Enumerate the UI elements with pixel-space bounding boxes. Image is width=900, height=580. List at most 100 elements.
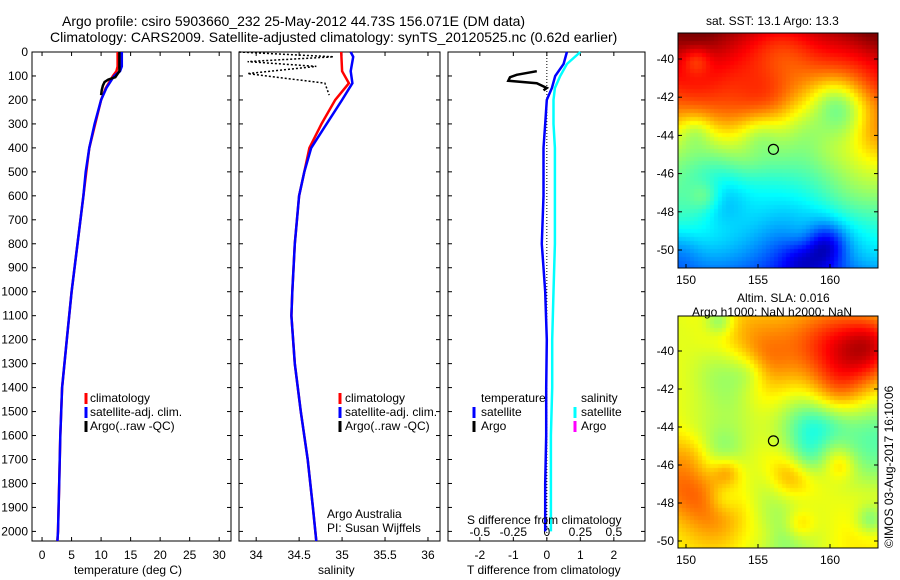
y-tick-label: 200 [8, 93, 28, 107]
y-tick-label: 100 [8, 69, 28, 83]
series-line-argo-raw-qc- [99, 52, 121, 96]
y-tick-label: 1500 [1, 405, 28, 419]
lat-tick-label: -48 [657, 205, 675, 219]
lat-tick-label: -44 [657, 128, 675, 142]
y-tick-label: 400 [8, 141, 28, 155]
series-line-satellite-adj-clim- [56, 52, 124, 542]
sla-map [678, 316, 878, 548]
x-tick-label: 15 [124, 548, 138, 562]
x-tick-label: 0 [543, 548, 550, 562]
y-tick-label: 600 [8, 189, 28, 203]
y-tick-label: 0 [21, 45, 28, 59]
y-tick-label: 1200 [1, 333, 28, 347]
s-diff-axis-label: S difference from climatology [467, 513, 622, 527]
sla-map-title1: Altim. SLA: 0.016 [737, 291, 830, 305]
x-tick-label: 5 [68, 548, 75, 562]
sla-map-title2: Argo h1000: NaN h2000: NaN [692, 305, 853, 319]
lat-tick-label: -50 [657, 243, 675, 257]
lon-tick-label: 155 [748, 273, 768, 287]
x-tick-label: 34.5 [287, 548, 311, 562]
plot-frame [31, 51, 232, 542]
x-tick-label: 36 [421, 548, 435, 562]
figure-title-line1: Argo profile: csiro 5903660_232 25-May-2… [62, 13, 526, 29]
s-diff-tick-label: -0.5 [469, 525, 490, 539]
sst-map-title: sat. SST: 13.1 Argo: 13.3 [706, 14, 839, 28]
s-diff-tick-label: 0.25 [569, 525, 593, 539]
y-tick-label: 300 [8, 117, 28, 131]
x-tick-label: 2 [610, 548, 617, 562]
credit-line2: PI: Susan Wijffels [327, 521, 421, 535]
y-tick-label: 2000 [1, 524, 28, 538]
x-axis-label-temperature: temperature (deg C) [74, 563, 183, 577]
legend-argo: Argo(..raw -QC) [345, 419, 430, 433]
profile-location-marker [767, 435, 780, 447]
panel-1: 0100200300400500600700800900100011001200… [1, 45, 232, 562]
lat-tick-label: -46 [657, 458, 675, 472]
legend-satellite: satellite-adj. clim. [90, 405, 183, 419]
y-tick-label: 900 [8, 261, 28, 275]
lat-tick-label: -40 [657, 344, 675, 358]
x-axis-label-t-diff: T difference from climatology [467, 563, 621, 577]
x-tick-label: 20 [153, 548, 167, 562]
sst-map-axes: -40 -42 -44 -46 -48 -50 150 155 160 [657, 32, 879, 287]
copyright-stamp: ©IMOS 03-Aug-2017 16:10:06 [882, 385, 896, 548]
y-tick-label: 1300 [1, 357, 28, 371]
diff-legend-s-satellite: satellite [581, 405, 622, 419]
map-frame [677, 32, 879, 269]
lon-tick-label: 150 [676, 273, 696, 287]
legend-argo: Argo(..raw -QC) [90, 419, 175, 433]
legend-climatology: climatology [345, 391, 406, 405]
x-tick-label: 10 [94, 548, 108, 562]
series-line-t-argo [506, 69, 550, 92]
x-tick-label: -1 [508, 548, 519, 562]
figure-title-line2: Climatology: CARS2009. Satellite-adjuste… [50, 29, 618, 45]
y-tick-label: 1600 [1, 429, 28, 443]
lat-tick-label: -48 [657, 496, 675, 510]
x-tick-label: 35 [335, 548, 349, 562]
s-diff-tick-label: 0.5 [605, 525, 622, 539]
y-tick-label: 700 [8, 213, 28, 227]
y-tick-label: 1000 [1, 285, 28, 299]
x-tick-label: 30 [213, 548, 227, 562]
y-tick-label: 1100 [2, 309, 28, 323]
y-tick-label: 800 [8, 237, 28, 251]
y-tick-label: 500 [8, 165, 28, 179]
lat-tick-label: -40 [657, 52, 675, 66]
lat-tick-label: -46 [657, 167, 675, 181]
y-tick-label: 1800 [1, 476, 28, 490]
x-tick-label: 25 [183, 548, 197, 562]
plot-frame [238, 51, 441, 542]
x-tick-label: 34 [249, 548, 263, 562]
diff-legend-t-satellite: satellite [481, 405, 522, 419]
lat-tick-label: -50 [657, 534, 675, 548]
lon-tick-label: 160 [820, 273, 840, 287]
series-line-s-satellite [549, 51, 582, 532]
series-line-satellite-adj-clim- [290, 51, 355, 542]
lat-tick-label: -42 [657, 382, 675, 396]
map-frame [677, 315, 879, 549]
diff-legend-t-argo: Argo [481, 419, 507, 433]
y-tick-label: 1900 [1, 500, 28, 514]
legend-climatology: climatology [90, 391, 151, 405]
diff-legend-salinity: salinity [581, 391, 618, 405]
diff-legend-temperature: temperature [481, 391, 546, 405]
x-tick-label: 0 [39, 548, 46, 562]
y-tick-label: 1400 [1, 381, 28, 395]
lon-tick-label: 155 [748, 553, 768, 567]
lon-tick-label: 150 [676, 553, 696, 567]
series-line-argo-raw-qc- [238, 51, 334, 96]
series-line-t-satellite [540, 51, 569, 532]
lon-tick-label: 160 [820, 553, 840, 567]
lat-tick-label: -44 [657, 420, 675, 434]
lat-tick-label: -42 [657, 90, 675, 104]
panel-2: 34 34.5 35 35.5 36 [238, 51, 441, 562]
legend-satellite: satellite-adj. clim. [345, 405, 438, 419]
x-axis-label-salinity: salinity [318, 563, 355, 577]
diff-legend-s-argo: Argo [581, 419, 607, 433]
s-diff-tick-label: -0.25 [500, 525, 528, 539]
x-tick-label: -2 [474, 548, 485, 562]
y-tick-label: 1700 [1, 453, 28, 467]
